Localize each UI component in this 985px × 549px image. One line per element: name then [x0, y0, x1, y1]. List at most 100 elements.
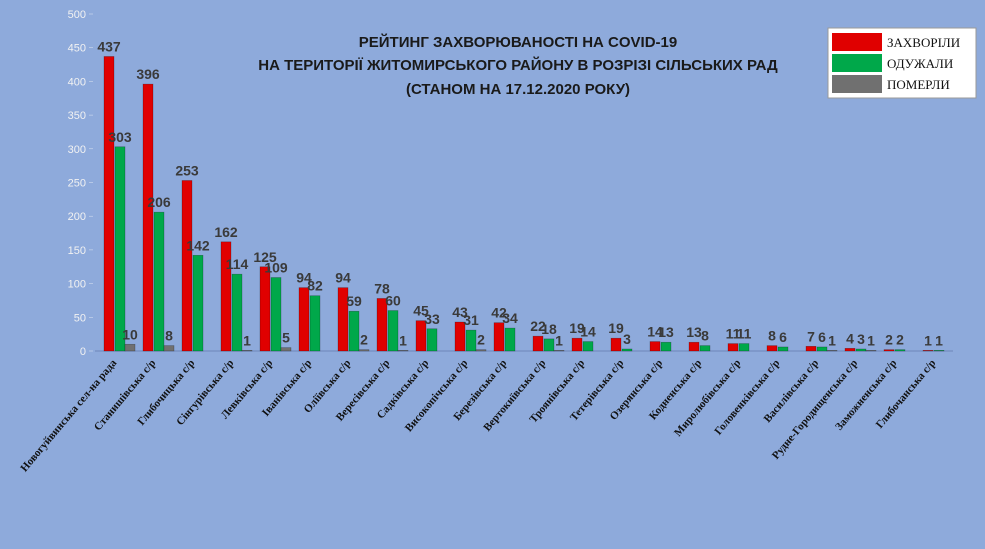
- legend-label: ОДУЖАЛИ: [887, 56, 953, 71]
- legend-label: ЗАХВОРІЛИ: [887, 35, 960, 50]
- value-label: 33: [424, 311, 440, 327]
- bar: [220, 241, 232, 352]
- bar: [358, 349, 370, 352]
- value-label: 125: [253, 249, 277, 265]
- y-tick-label: 200: [68, 211, 86, 223]
- value-label: 94: [296, 270, 312, 286]
- bar: [114, 146, 126, 352]
- y-tick-label: 150: [68, 245, 86, 257]
- y-tick-label: 100: [68, 279, 86, 291]
- value-label: 31: [463, 312, 479, 328]
- value-label: 78: [374, 280, 390, 296]
- value-label: 6: [779, 329, 787, 345]
- bar: [298, 287, 310, 352]
- bar: [415, 320, 427, 352]
- value-label: 396: [136, 66, 160, 82]
- bar: [855, 348, 867, 352]
- value-label: 1: [935, 332, 943, 348]
- value-label: 206: [147, 194, 171, 210]
- bar: [894, 349, 906, 352]
- bar: [766, 345, 778, 352]
- value-label: 45: [413, 303, 429, 319]
- bar: [387, 310, 399, 352]
- value-label: 1: [828, 332, 836, 348]
- value-label: 162: [214, 224, 238, 240]
- bar: [777, 346, 789, 352]
- value-label: 2: [360, 332, 368, 348]
- value-label: 6: [818, 329, 826, 345]
- value-label: 2: [896, 332, 904, 348]
- value-label: 114: [226, 256, 249, 272]
- bar: [922, 350, 934, 352]
- legend-label: ПОМЕРЛИ: [887, 77, 950, 92]
- value-label: 42: [491, 305, 507, 321]
- bar: [727, 343, 739, 352]
- value-label: 13: [686, 324, 702, 340]
- bar: [883, 349, 895, 352]
- bar: [543, 338, 555, 352]
- y-tick-label: 250: [68, 178, 86, 190]
- bar: [475, 349, 487, 352]
- value-label: 18: [541, 321, 557, 337]
- value-label: 59: [346, 293, 362, 309]
- value-label: 11: [726, 326, 741, 342]
- value-label: 14: [647, 324, 663, 340]
- bar: [231, 273, 243, 352]
- value-label: 3: [623, 331, 631, 347]
- value-label: 43: [452, 304, 468, 320]
- value-label: 303: [108, 129, 132, 145]
- value-label: 5: [282, 330, 290, 346]
- bar: [621, 348, 633, 352]
- bar: [816, 346, 828, 352]
- bar: [826, 350, 838, 352]
- chart-title: РЕЙТИНГ ЗАХВОРЮВАНОСТІ НА COVID-19: [359, 33, 677, 51]
- legend-swatch: [832, 54, 882, 72]
- value-label: 437: [97, 38, 121, 54]
- bar: [337, 287, 349, 352]
- value-label: 8: [165, 328, 173, 344]
- bar: [163, 345, 175, 352]
- value-label: 94: [335, 270, 351, 286]
- value-label: 1: [399, 332, 407, 348]
- chart-title: (СТАНОМ НА 17.12.2020 РОКУ): [406, 81, 630, 98]
- value-label: 109: [264, 260, 288, 276]
- bar: [103, 56, 115, 352]
- value-label: 2: [477, 332, 485, 348]
- chart-title: НА ТЕРИТОРІЇ ЖИТОМИРСЬКОГО РАЙОНУ В РОЗР…: [258, 56, 778, 74]
- bar: [582, 341, 594, 352]
- value-label: 19: [569, 320, 585, 336]
- value-label: 253: [175, 162, 199, 178]
- value-label: 1: [555, 332, 563, 348]
- bar: [844, 348, 856, 352]
- legend-swatch: [832, 75, 882, 93]
- value-label: 3: [857, 331, 865, 347]
- bar: [348, 310, 360, 352]
- bar: [571, 337, 583, 352]
- bar: [241, 350, 253, 352]
- bar: [280, 347, 292, 352]
- value-label: 60: [385, 293, 401, 309]
- value-label: 4: [846, 330, 854, 346]
- bar: [181, 180, 193, 352]
- y-tick-label: 0: [80, 346, 86, 358]
- bar: [259, 266, 271, 352]
- value-label: 13: [658, 324, 674, 340]
- bar: [649, 341, 661, 352]
- bar: [376, 298, 388, 352]
- bar: [933, 350, 945, 352]
- bar: [504, 327, 516, 352]
- value-label: 7: [807, 328, 815, 344]
- value-label: 8: [701, 328, 709, 344]
- value-label: 14: [580, 324, 596, 340]
- value-label: 8: [768, 328, 776, 344]
- value-label: 34: [502, 310, 518, 326]
- bar: [699, 345, 711, 352]
- bar: [426, 328, 438, 352]
- bar: [805, 345, 817, 352]
- value-label: 10: [122, 326, 138, 342]
- value-label: 11: [737, 326, 752, 342]
- legend-swatch: [832, 33, 882, 51]
- bar: [465, 329, 477, 352]
- bar: [865, 350, 877, 352]
